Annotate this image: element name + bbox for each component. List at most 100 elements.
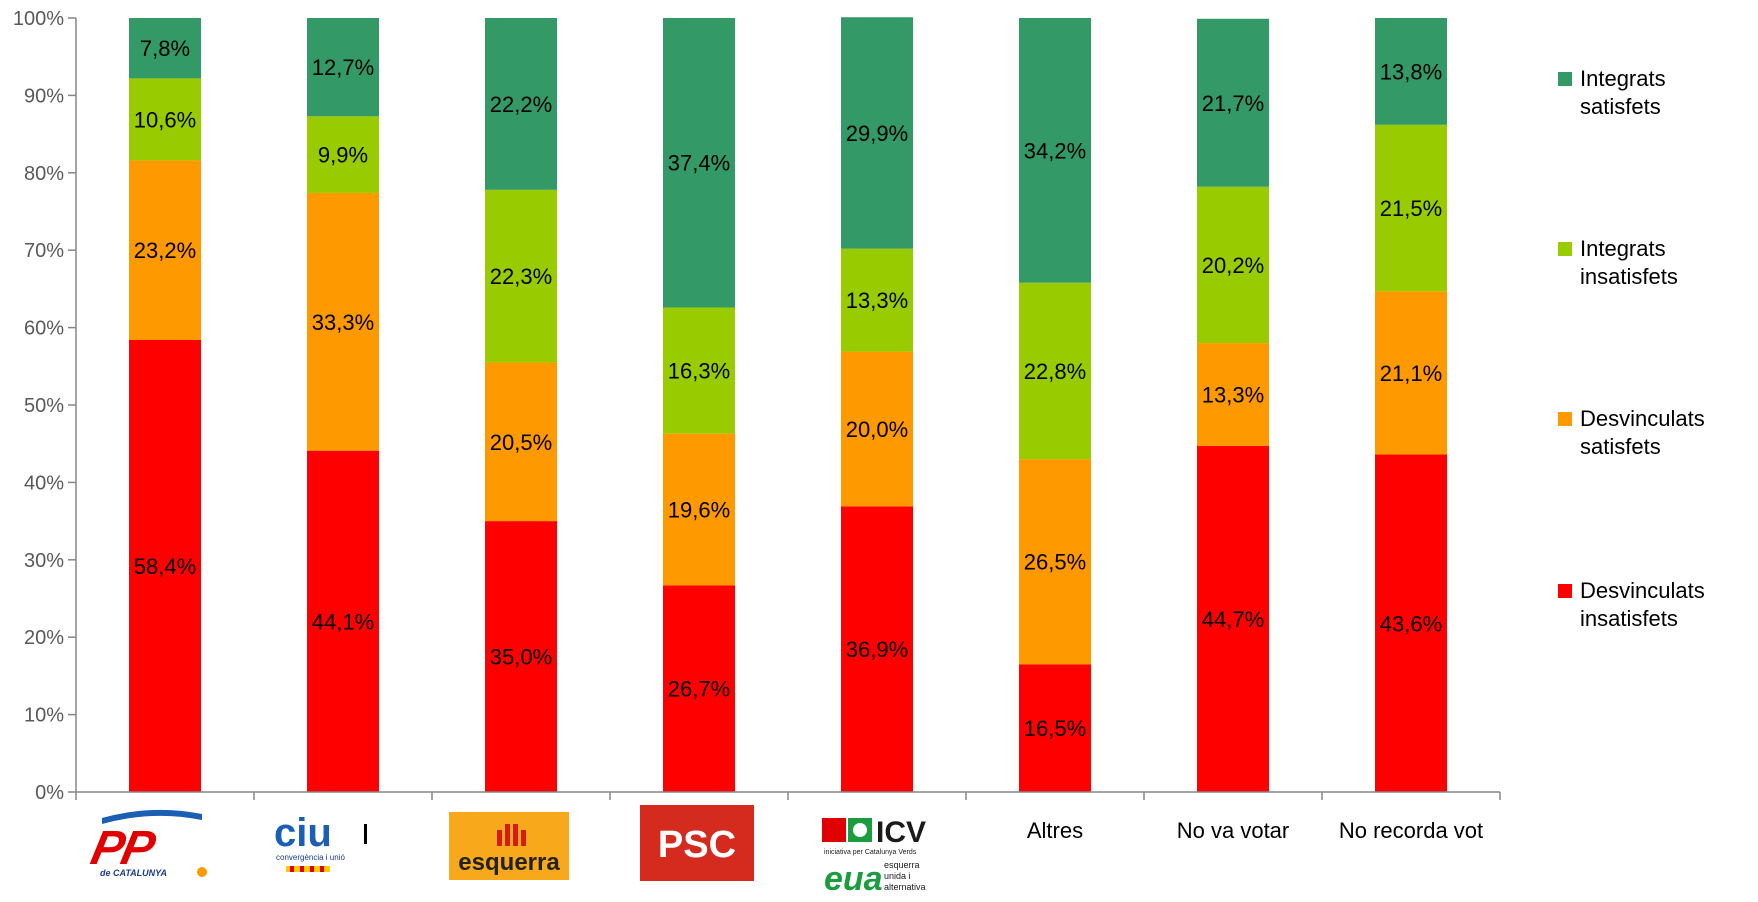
legend-label: satisfets <box>1580 434 1661 459</box>
bar-segment <box>841 351 913 507</box>
data-label: 20,5% <box>490 430 552 455</box>
icv-euia-logo: ICV iniciativa per Catalunya Verds eua e… <box>822 816 926 898</box>
y-axis: 0% 10% 20% 30% 40% 50% 60% 70% 80% 90% 100% <box>13 8 77 804</box>
data-label: 7,8% <box>140 36 190 61</box>
legend-swatch <box>1558 72 1572 86</box>
data-label: 22,3% <box>490 264 552 289</box>
bar-segment <box>129 339 201 792</box>
data-label: 19,6% <box>668 497 730 522</box>
data-label: 21,1% <box>1380 361 1442 386</box>
icv-logo-main: ICV <box>876 816 926 849</box>
y-tick-label: 40% <box>24 472 64 494</box>
y-tick-label: 90% <box>24 85 64 107</box>
bar-segment <box>485 362 557 522</box>
legend-label: insatisfets <box>1580 264 1678 289</box>
legend-label: Desvinculats <box>1580 578 1705 603</box>
bar-segment <box>841 248 913 352</box>
category-label: Altres <box>1027 818 1083 843</box>
data-label: 34,2% <box>1024 138 1086 163</box>
category-label: No va votar <box>1177 818 1290 843</box>
psc-logo-main: PSC <box>658 824 736 866</box>
y-tick-label: 20% <box>24 627 64 649</box>
esquerra-logo-main: esquerra <box>458 849 560 876</box>
data-label: 23,2% <box>134 238 196 263</box>
bar-segment <box>485 18 557 190</box>
bar-segment <box>1019 664 1091 792</box>
bar-segment <box>129 78 201 161</box>
y-tick-label: 0% <box>35 782 64 804</box>
bar-segment <box>1375 18 1447 125</box>
data-label: 13,8% <box>1380 59 1442 84</box>
bar-segment <box>307 192 379 451</box>
data-label: 9,9% <box>318 143 368 168</box>
data-label: 16,3% <box>668 359 730 384</box>
bar-segment <box>1197 446 1269 792</box>
pp-logo: PP de CATALUNYA <box>87 809 207 878</box>
bar-segment <box>307 18 379 117</box>
legend-swatch <box>1558 584 1572 598</box>
data-label: 44,7% <box>1202 607 1264 632</box>
euia-logo-sub3: alternativa <box>884 882 926 892</box>
y-tick-label: 30% <box>24 550 64 572</box>
data-label: 22,8% <box>1024 359 1086 384</box>
data-label: 36,9% <box>846 637 908 662</box>
data-label: 29,9% <box>846 121 908 146</box>
pp-logo-main: PP <box>87 821 161 874</box>
bar-segment <box>1019 459 1091 665</box>
bar-segment <box>663 307 735 434</box>
bar-segment <box>1019 282 1091 460</box>
bar-segment <box>1375 124 1447 292</box>
y-tick-label: 70% <box>24 240 64 262</box>
bar-segment <box>1197 186 1269 344</box>
icv-logo-sub: iniciativa per Catalunya Verds <box>824 849 917 856</box>
bar-segment <box>1019 18 1091 283</box>
psc-logo: PSC <box>640 805 754 881</box>
ciu-logo-sub: convergència i unió <box>276 853 345 862</box>
legend: Integrats satisfets Integrats insatisfets De… <box>1558 66 1705 631</box>
bar-segment <box>1197 343 1269 447</box>
data-label: 26,5% <box>1024 550 1086 575</box>
data-labels: 58,4% 23,2% 10,6% 7,8% 44,1% 33,3% 9,9% 12,7% 35… <box>134 36 1442 741</box>
bar-segment <box>307 450 379 792</box>
euia-logo-sub2: unida i <box>884 871 911 881</box>
data-label: 44,1% <box>312 609 374 634</box>
bar-segment <box>129 160 201 340</box>
bar-segment <box>663 433 735 586</box>
y-tick-label: 60% <box>24 318 64 340</box>
data-label: 20,0% <box>846 417 908 442</box>
legend-swatch <box>1558 242 1572 256</box>
y-tick-label: 100% <box>13 8 64 30</box>
category-labels: Altres No va votar No recorda vot <box>1027 818 1483 843</box>
y-tick-label: 50% <box>24 395 64 417</box>
legend-label: Desvinculats <box>1580 406 1705 431</box>
data-label: 12,7% <box>312 55 374 80</box>
legend-label: insatisfets <box>1580 606 1678 631</box>
euia-logo-sub1: esquerra <box>884 860 920 870</box>
bar-segment <box>307 116 379 193</box>
data-label: 13,3% <box>846 288 908 313</box>
data-label: 35,0% <box>490 645 552 670</box>
bar-segment <box>841 506 913 792</box>
esquerra-emblem-icon <box>497 824 526 846</box>
legend-label: Integrats <box>1580 66 1666 91</box>
bar-segment <box>1375 454 1447 792</box>
legend-label: Integrats <box>1580 236 1666 261</box>
bar-segment <box>663 585 735 792</box>
ciu-logo: ciu convergència i unió <box>274 811 367 872</box>
ciu-logo-main: ciu <box>274 811 332 855</box>
bar-segment <box>129 18 201 79</box>
bar-segment <box>841 17 913 249</box>
data-label: 21,5% <box>1380 196 1442 221</box>
bar-segment <box>485 189 557 363</box>
data-label: 13,3% <box>1202 383 1264 408</box>
x-axis <box>75 791 1501 800</box>
bars <box>129 17 1447 792</box>
data-label: 43,6% <box>1380 611 1442 636</box>
bar-segment <box>663 18 735 308</box>
category-label: No recorda vot <box>1339 818 1483 843</box>
data-label: 10,6% <box>134 107 196 132</box>
y-tick-label: 80% <box>24 163 64 185</box>
senyera-icon <box>286 866 330 872</box>
bar-segment <box>1197 18 1269 187</box>
